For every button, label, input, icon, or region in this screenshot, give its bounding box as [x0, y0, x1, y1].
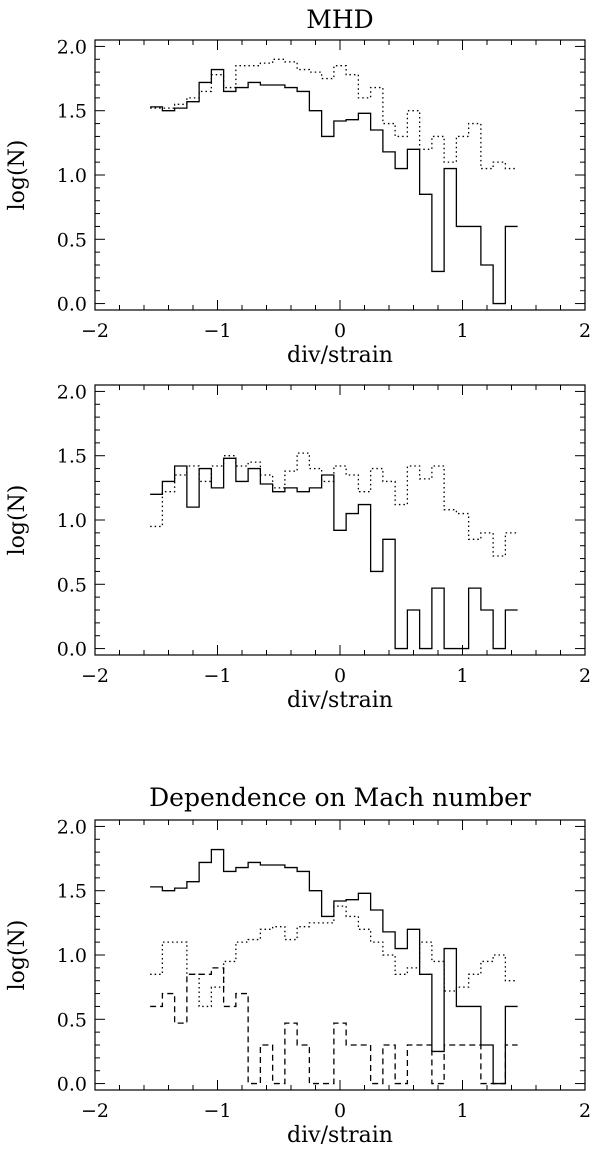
y-tick-label: 2.0	[57, 816, 87, 838]
plot-frame	[94, 384, 586, 656]
y-tick-label: 1.0	[57, 945, 87, 967]
y-tick-label: 1.5	[57, 881, 87, 903]
x-tick-label: 1	[456, 320, 468, 342]
series-dotted-line	[150, 905, 518, 1008]
x-tick-label: −1	[203, 320, 231, 342]
x-tick-label: −1	[203, 1100, 231, 1122]
x-axis-label: div/strain	[287, 343, 393, 368]
y-tick-label: 2.0	[57, 36, 87, 58]
series-dotted-line	[150, 58, 518, 170]
series-solid-line	[150, 848, 518, 1085]
y-tick-label: 1.0	[57, 165, 87, 187]
chart-panel-1: −2 −1 0 1 2 0.0 0.5 1.0 1.5 2.0 div/strain log(N) MH…	[5, 5, 591, 368]
series-solid-line	[150, 457, 518, 650]
series-dashed-line	[150, 967, 518, 1085]
x-tick-label: 1	[456, 1100, 468, 1122]
x-tick-label: 0	[334, 320, 346, 342]
x-tick-label: 0	[334, 1100, 346, 1122]
chart-panel-3: −2 −1 0 1 2 0.0 0.5 1.0 1.5 2.0 div/strain log(N) De…	[5, 783, 591, 1148]
y-tick-label: 0.5	[57, 1009, 87, 1031]
y-tick-label: 0.0	[57, 639, 87, 661]
y-tick-label: 0.0	[57, 294, 87, 316]
series-dotted-line	[150, 452, 518, 557]
y-tick-label: 1.0	[57, 510, 87, 532]
chart-title: MHD	[306, 5, 373, 34]
y-axis-label: log(N)	[5, 485, 30, 556]
y-axis-label: log(N)	[5, 920, 30, 991]
x-axis-label: div/strain	[287, 1123, 393, 1148]
x-tick-label: 0	[334, 665, 346, 687]
x-tick-label: −2	[81, 320, 109, 342]
chart-title: Dependence on Mach number	[149, 783, 531, 812]
x-axis-label: div/strain	[287, 688, 393, 713]
x-tick-label: 2	[579, 320, 591, 342]
x-tick-label: −2	[81, 665, 109, 687]
x-tick-label: −2	[81, 1100, 109, 1122]
y-axis-label: log(N)	[5, 140, 30, 211]
x-tick-label: −1	[203, 665, 231, 687]
y-tick-label: 1.5	[57, 101, 87, 123]
y-tick-label: 0.5	[57, 229, 87, 251]
x-tick-label: 2	[579, 1100, 591, 1122]
y-tick-label: 0.5	[57, 574, 87, 596]
x-tick-label: 1	[456, 665, 468, 687]
plot-frame	[94, 819, 586, 1091]
series-solid-line	[150, 68, 518, 305]
x-tick-label: 2	[579, 665, 591, 687]
chart-panel-2: −2 −1 0 1 2 0.0 0.5 1.0 1.5 2.0 div/strain log(N)	[5, 381, 591, 713]
plot-frame	[94, 39, 586, 311]
y-tick-label: 1.5	[57, 446, 87, 468]
y-tick-label: 0.0	[57, 1074, 87, 1096]
y-tick-label: 2.0	[57, 381, 87, 403]
